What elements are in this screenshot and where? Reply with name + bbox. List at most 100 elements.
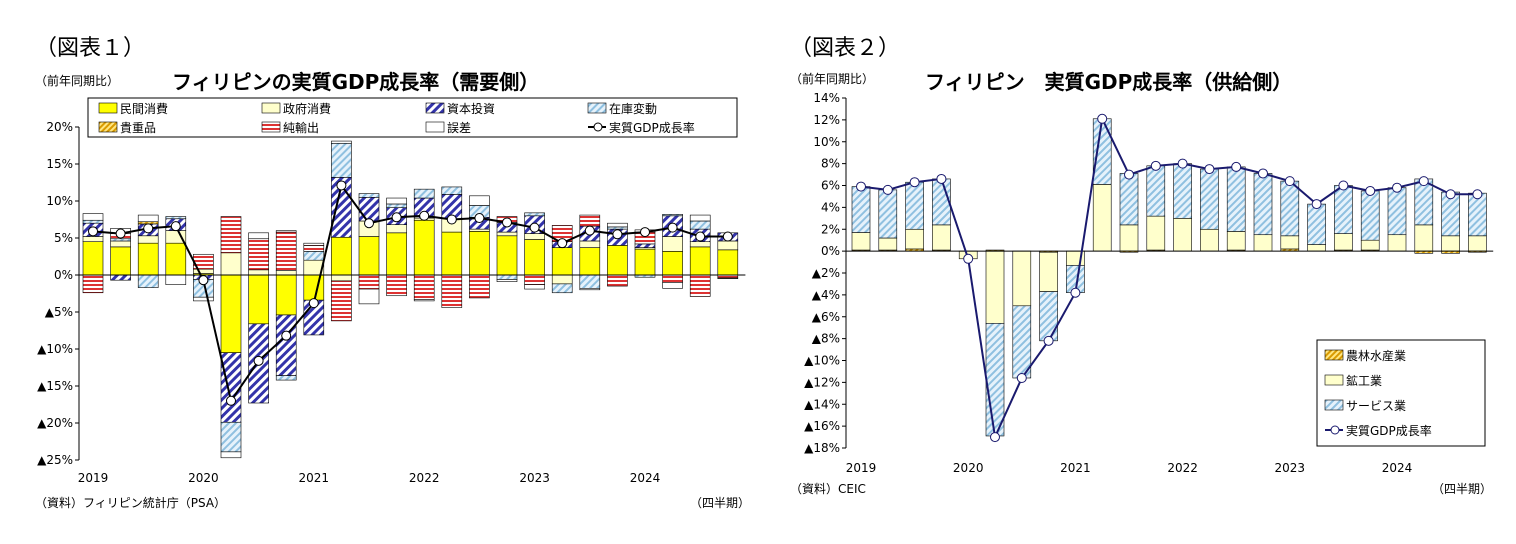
legend-label: 在庫変動 [609,101,657,116]
gdp-growth-point [198,275,209,286]
bar-net-exports [331,280,352,322]
bar-industry [1441,235,1460,252]
legend-swatch-net-exports [261,121,281,133]
y-tick-label: 5% [54,231,73,245]
bar-services [1226,166,1246,232]
bar-capital-investment [220,352,242,423]
bar-services [1360,190,1380,241]
bar-services [1200,168,1219,230]
bar-inventory-change [220,421,242,453]
y-tick-label: 8% [821,157,840,171]
gdp-growth-line [92,183,728,404]
x-year-label: 2019 [78,471,109,485]
y-tick-label: ▲10% [804,354,840,368]
bar-services [1173,163,1192,219]
x-year-label: 2020 [188,471,219,485]
y-tick-label: 2% [821,222,840,236]
bar-inventory-change [110,238,131,242]
y-tick-label: ▲14% [804,397,840,411]
x-year-label: 2024 [630,471,661,485]
gdp-growth-point [1070,287,1081,298]
bar-private-consumption [220,274,242,353]
bar-net-exports [579,214,601,227]
gdp-growth-point [1472,189,1483,200]
gdp-growth-point [1311,199,1322,210]
bar-industry [1039,251,1058,292]
gdp-growth-point [446,214,457,225]
bar-net-exports [303,245,325,252]
bar-government-consumption [275,270,297,276]
x-year-label: 2023 [519,471,550,485]
legend-label: 資本投資 [447,101,495,116]
bar-industry [1200,228,1219,252]
bar-services [1012,305,1032,379]
y-tick-label: 0% [54,268,73,282]
gdp-growth-point [1150,160,1161,171]
bar-industry [1146,215,1166,251]
y-tick-label: 6% [821,179,840,193]
gdp-growth-point [1445,189,1456,200]
legend-point-swatch [1330,425,1340,435]
bar-government-consumption [386,224,407,234]
bar-statistical-error [524,284,545,290]
y-tick-label: 4% [821,200,840,214]
bar-statistical-error [303,242,325,246]
bar-government-consumption [524,233,545,240]
bar-industry [1253,234,1273,252]
bar-private-consumption [441,231,463,276]
bar-inventory-change [358,193,380,198]
legend-swatch-agriculture [1324,349,1344,361]
legend [87,97,738,138]
bar-government-consumption [469,228,490,232]
x-year-label: 2022 [409,471,440,485]
gdp-growth-point [667,222,678,233]
legend-label: 農林水産業 [1346,348,1406,363]
gdp-growth-point [936,173,947,184]
gdp-growth-point [882,184,893,195]
bar-inventory-change [413,188,435,199]
bar-inventory-change [551,283,573,294]
bar-statistical-error [662,282,683,289]
gdp-growth-point [391,212,402,223]
bar-services [1307,203,1326,245]
bar-net-exports [358,274,380,290]
bar-private-consumption [358,236,380,276]
bar-net-exports [386,274,407,297]
gdp-growth-point [909,177,920,188]
bar-private-consumption [248,274,269,325]
gdp-growth-point [529,222,540,233]
y-tick-label: ▲8% [812,332,840,346]
bar-government-consumption [193,268,214,274]
legend-swatch-services [1324,399,1344,411]
gdp-growth-point [419,210,430,221]
bar-private-consumption [331,236,352,276]
x-year-label: 2021 [1060,461,1091,475]
bar-statistical-error [275,230,297,233]
gdp-growth-point [88,226,98,237]
bar-industry [1360,239,1380,251]
bar-private-consumption [717,249,739,276]
gdp-growth-point [502,217,512,228]
bar-statistical-error [358,288,380,305]
bar-industry [1414,224,1434,252]
bar-capital-investment [358,197,380,222]
bar-private-consumption [303,274,325,301]
gdp-growth-point [253,355,264,366]
bar-government-consumption [331,274,352,282]
y-tick-label: 0% [821,244,840,258]
bar-private-consumption [275,274,297,316]
x-year-label: 2023 [1275,461,1306,475]
x-year-label: 2022 [1167,461,1198,475]
bar-industry [1468,235,1487,252]
bar-statistical-error [689,214,711,222]
x-year-label: 2020 [953,461,984,475]
gdp-growth-point [336,180,347,191]
bar-industry [1012,250,1032,307]
x-year-label: 2021 [299,471,330,485]
bar-inventory-change [165,216,187,220]
bar-statistical-error [331,140,352,144]
gdp-growth-point [1177,158,1188,169]
bar-private-consumption [165,242,187,276]
bar-services [1039,291,1058,342]
bar-industry [1307,244,1326,252]
